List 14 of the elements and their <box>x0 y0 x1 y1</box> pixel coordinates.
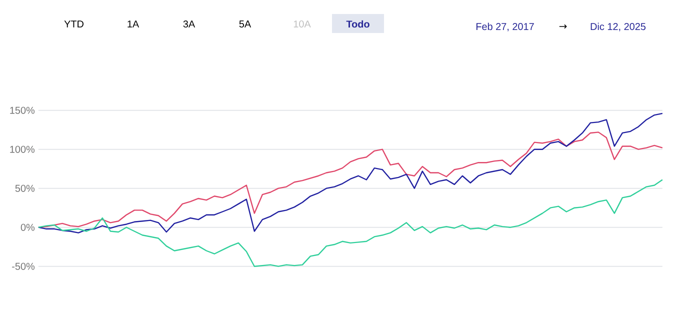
text: Todo <box>346 20 370 28</box>
y-tick-label: -50% <box>12 262 35 270</box>
text: 1A <box>128 20 140 28</box>
text: 5A <box>239 20 252 28</box>
text: Dic 12, 2025 <box>590 22 646 32</box>
text: YTD <box>64 20 84 28</box>
y-tick-label: 150% <box>10 106 35 114</box>
text: → <box>559 24 567 29</box>
text: 3A <box>183 20 196 28</box>
y-tick-label: 0% <box>20 224 35 231</box>
text: 10A <box>294 20 311 28</box>
text: Feb 27, 2017 <box>476 22 534 32</box>
y-tick-label: 100% <box>10 146 35 153</box>
y-tick-label: 50% <box>15 184 35 192</box>
